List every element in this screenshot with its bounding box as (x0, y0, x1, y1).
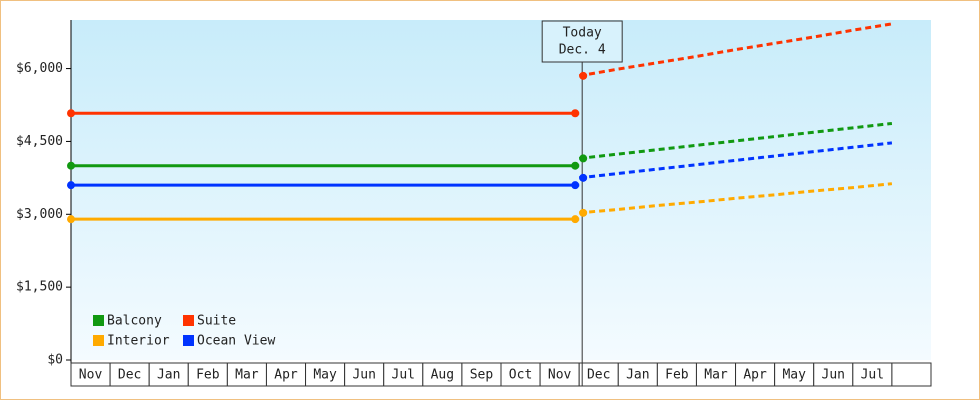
x-tick-label: Dec (118, 368, 141, 383)
legend-label: Balcony (107, 314, 162, 329)
forecast-line (579, 141, 893, 180)
x-tick-label: Jul (392, 368, 415, 383)
today-box (541, 20, 623, 63)
x-tick-label: Mar (704, 368, 728, 383)
x-tick-label: May (313, 368, 337, 383)
y-tick-label: $6,000 (16, 61, 63, 76)
point (579, 71, 588, 80)
point (571, 215, 580, 224)
y-tick-label: $3,000 (16, 207, 63, 222)
point (67, 109, 75, 118)
y-tick-label: $0 (47, 353, 63, 368)
point (67, 161, 75, 170)
x-tick-label: Apr (743, 368, 767, 383)
x-tick-label: Mar (235, 368, 259, 383)
point (579, 208, 588, 217)
legend-swatch (183, 335, 194, 346)
x-tick-label: Feb (665, 368, 689, 383)
legend-label: Ocean View (197, 334, 275, 349)
x-tick-label: Jan (626, 368, 649, 383)
x-tick-label: Oct (509, 368, 532, 383)
today-label: Today (563, 26, 602, 41)
legend-swatch (183, 315, 194, 326)
x-tick-label: Nov (79, 368, 103, 383)
x-tick-label: Apr (274, 368, 298, 383)
x-tick-label: Jun (352, 368, 375, 383)
x-tick-label: Sep (470, 368, 494, 383)
legend-label: Suite (197, 314, 236, 329)
legend-label: Interior (107, 334, 170, 349)
point (67, 215, 75, 224)
x-tick-label: Jul (861, 368, 884, 383)
x-cell (891, 362, 932, 387)
legend-swatch (93, 315, 104, 326)
x-tick-label: Aug (431, 368, 454, 383)
point (579, 154, 588, 163)
today-label: Dec. 4 (559, 43, 606, 58)
forecast-line (579, 182, 893, 215)
legend-swatch (93, 335, 104, 346)
point (571, 161, 580, 170)
forecast-line (578, 22, 893, 78)
plot-area (71, 20, 931, 360)
point (579, 173, 588, 182)
point (67, 181, 75, 190)
point (571, 109, 580, 118)
x-tick-label: May (782, 368, 806, 383)
y-tick-label: $1,500 (16, 280, 63, 295)
point (571, 181, 580, 190)
x-tick-label: Feb (196, 368, 220, 383)
x-tick-label: Nov (548, 368, 572, 383)
y-tick-label: $4,500 (16, 134, 63, 149)
forecast-line (579, 121, 893, 160)
x-tick-label: Dec (587, 368, 610, 383)
x-tick-label: Jan (157, 368, 180, 383)
x-tick-label: Jun (822, 368, 845, 383)
